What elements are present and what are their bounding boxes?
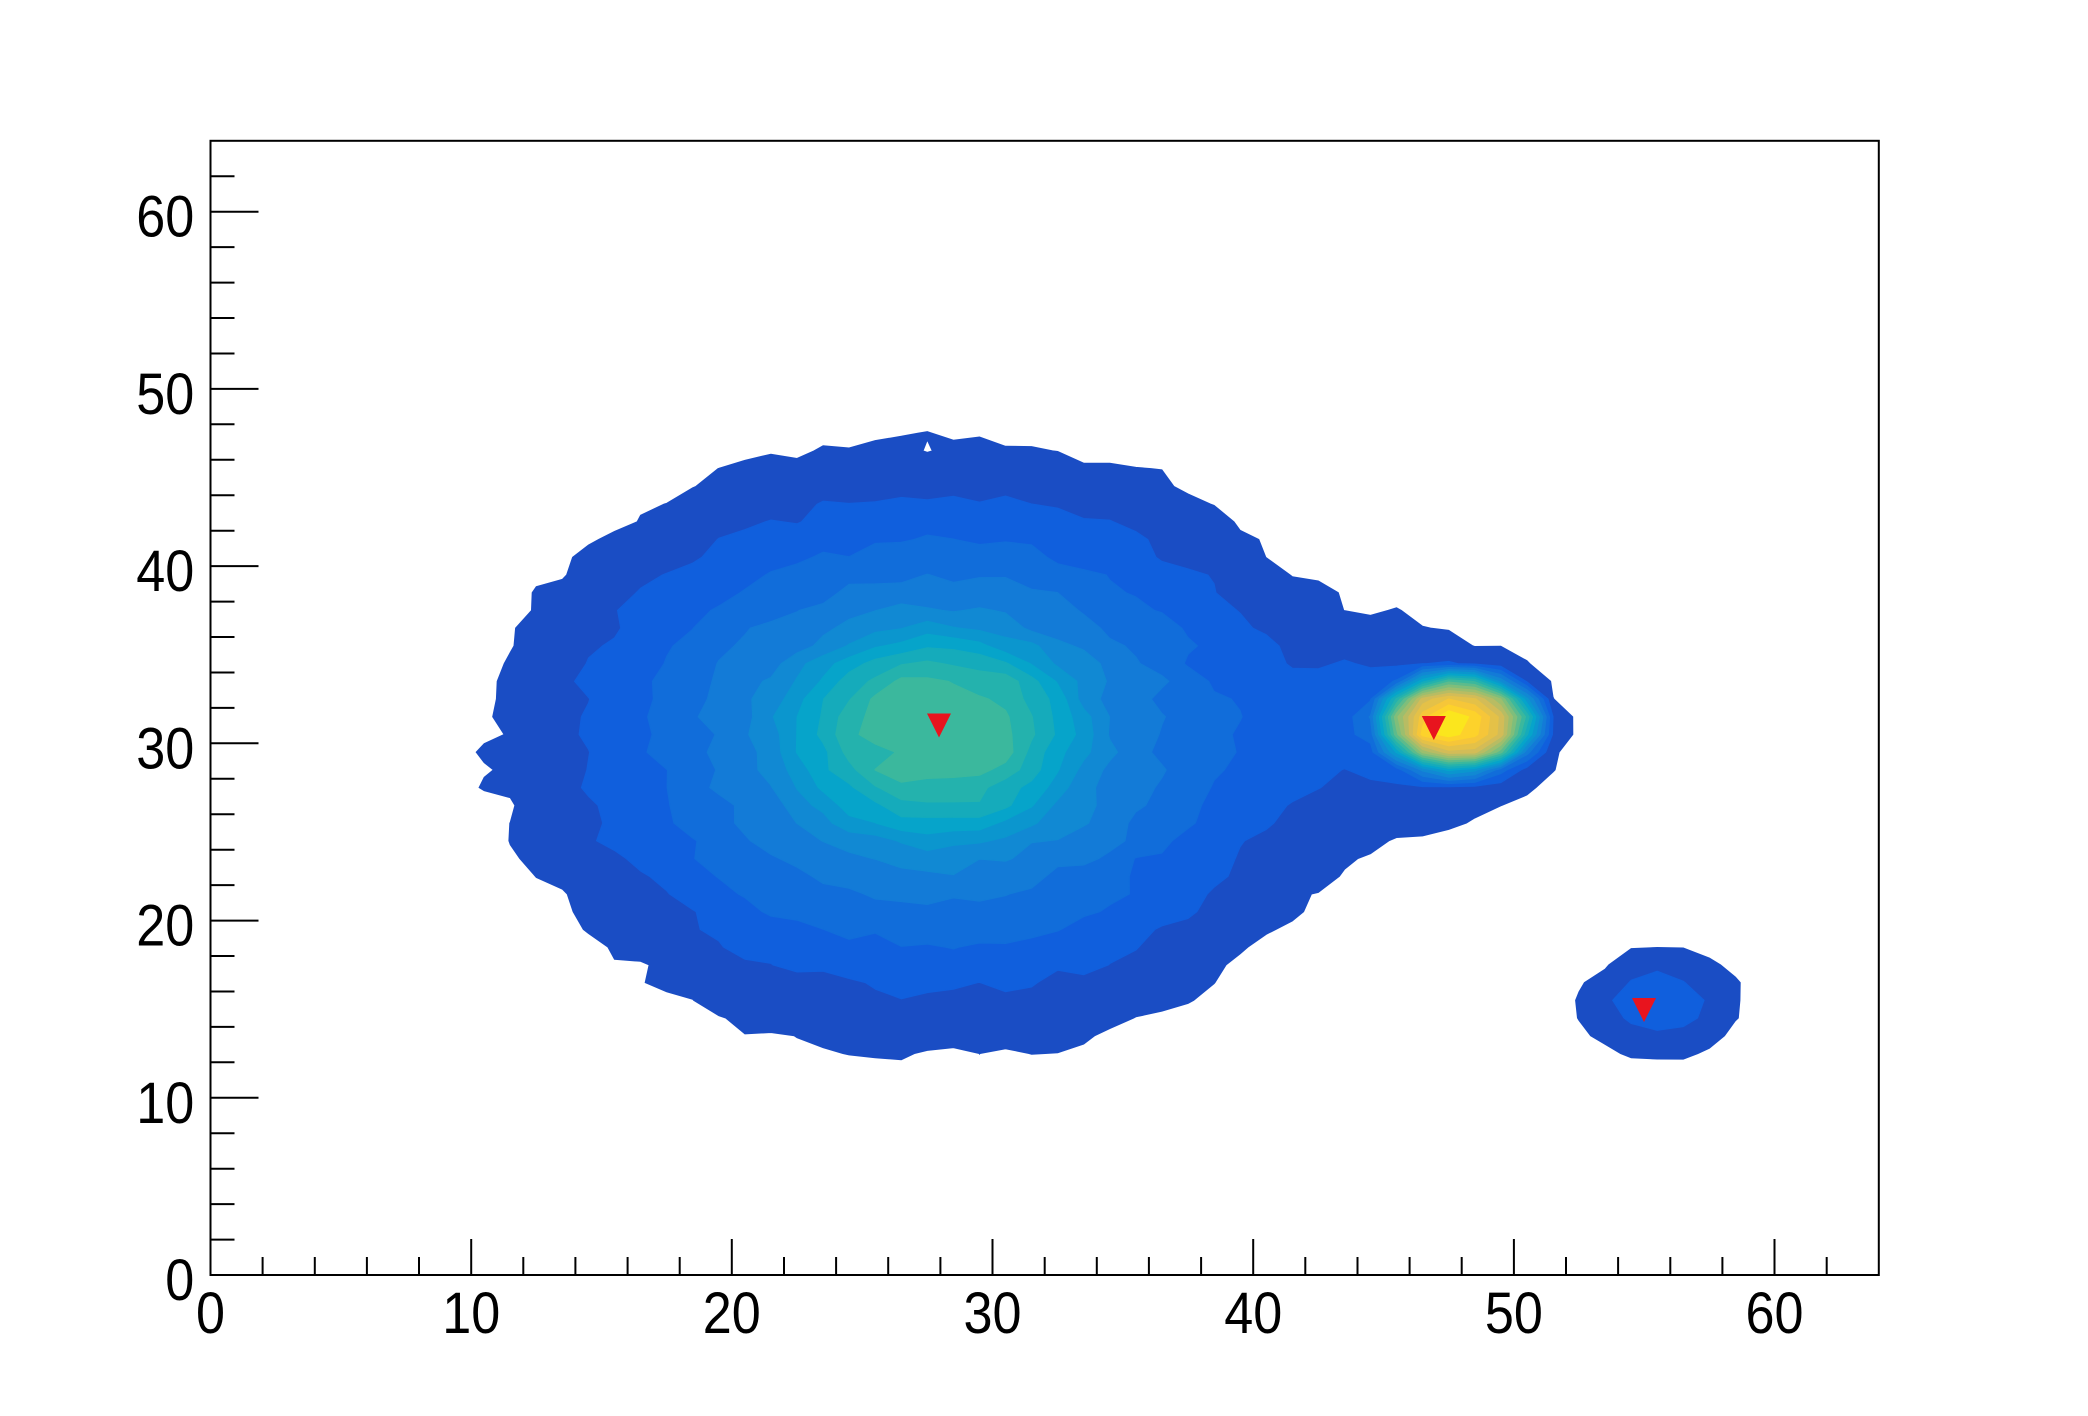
svg-text:40: 40 [1224, 1281, 1282, 1346]
svg-text:30: 30 [136, 716, 194, 781]
svg-text:0: 0 [165, 1248, 194, 1313]
svg-text:40: 40 [136, 539, 194, 604]
svg-text:50: 50 [1485, 1281, 1543, 1346]
svg-text:0: 0 [196, 1281, 225, 1346]
svg-text:30: 30 [964, 1281, 1022, 1346]
svg-text:50: 50 [136, 362, 194, 427]
svg-text:20: 20 [703, 1281, 761, 1346]
svg-text:60: 60 [1746, 1281, 1804, 1346]
svg-text:10: 10 [442, 1281, 500, 1346]
svg-text:10: 10 [136, 1071, 194, 1136]
svg-text:60: 60 [136, 185, 194, 250]
svg-text:20: 20 [136, 894, 194, 959]
